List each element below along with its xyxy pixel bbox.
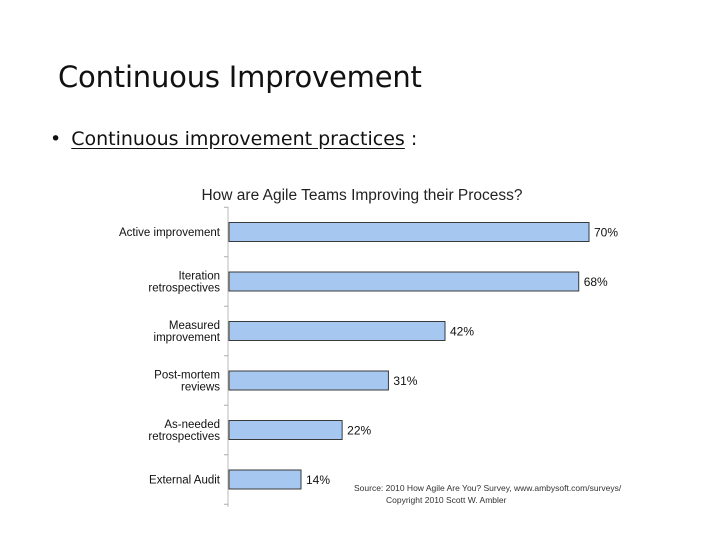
source-line-2: Copyright 2010 Scott W. Ambler — [386, 495, 507, 505]
category-label: Post-mortem reviews — [154, 370, 220, 394]
bullet-colon: : — [410, 128, 418, 150]
category-label-line: As-needed — [164, 419, 220, 431]
category-label: Measured improvement — [154, 320, 221, 344]
category-label: Active improvement — [119, 227, 221, 239]
category-label-line: Post-mortem — [154, 370, 220, 382]
bullet-dot-icon: • — [50, 128, 62, 150]
bar — [228, 271, 580, 292]
chart-title: How are Agile Teams Improving their Proc… — [201, 187, 522, 204]
category-label: Iteration retrospectives — [148, 271, 220, 295]
bullet-item: • Continuous improvement practices: — [50, 128, 417, 150]
bar — [228, 469, 302, 490]
bar-value-label: 70% — [594, 226, 618, 240]
category-label-line: External Audit — [149, 475, 221, 487]
bar-value-label: 14% — [306, 473, 330, 487]
category-label-line: reviews — [181, 382, 220, 394]
category-label-line: Measured — [169, 320, 220, 332]
slide-title: Continuous Improvement — [58, 60, 422, 94]
bar-value-label: 42% — [450, 325, 474, 339]
source-note: Source: 2010 How Agile Are You? Survey, … — [354, 483, 622, 505]
category-label-line: improvement — [154, 332, 221, 344]
category-label-line: retrospectives — [148, 283, 220, 295]
bar — [228, 222, 590, 242]
bar-value-label: 68% — [584, 275, 608, 289]
category-label-line: Active improvement — [119, 227, 221, 239]
bar — [228, 420, 343, 440]
bullet-text: Continuous improvement practices — [71, 128, 405, 150]
bar — [228, 321, 446, 341]
source-line-1: Source: 2010 How Agile Are You? Survey, … — [354, 483, 622, 493]
category-label-line: Iteration — [178, 271, 220, 283]
bar — [228, 370, 389, 391]
bar-value-label: 22% — [347, 424, 371, 438]
category-label: As-needed retrospectives — [148, 419, 220, 443]
bar-value-label: 31% — [393, 374, 417, 388]
category-label-line: retrospectives — [148, 431, 220, 443]
category-label: External Audit — [149, 475, 221, 487]
